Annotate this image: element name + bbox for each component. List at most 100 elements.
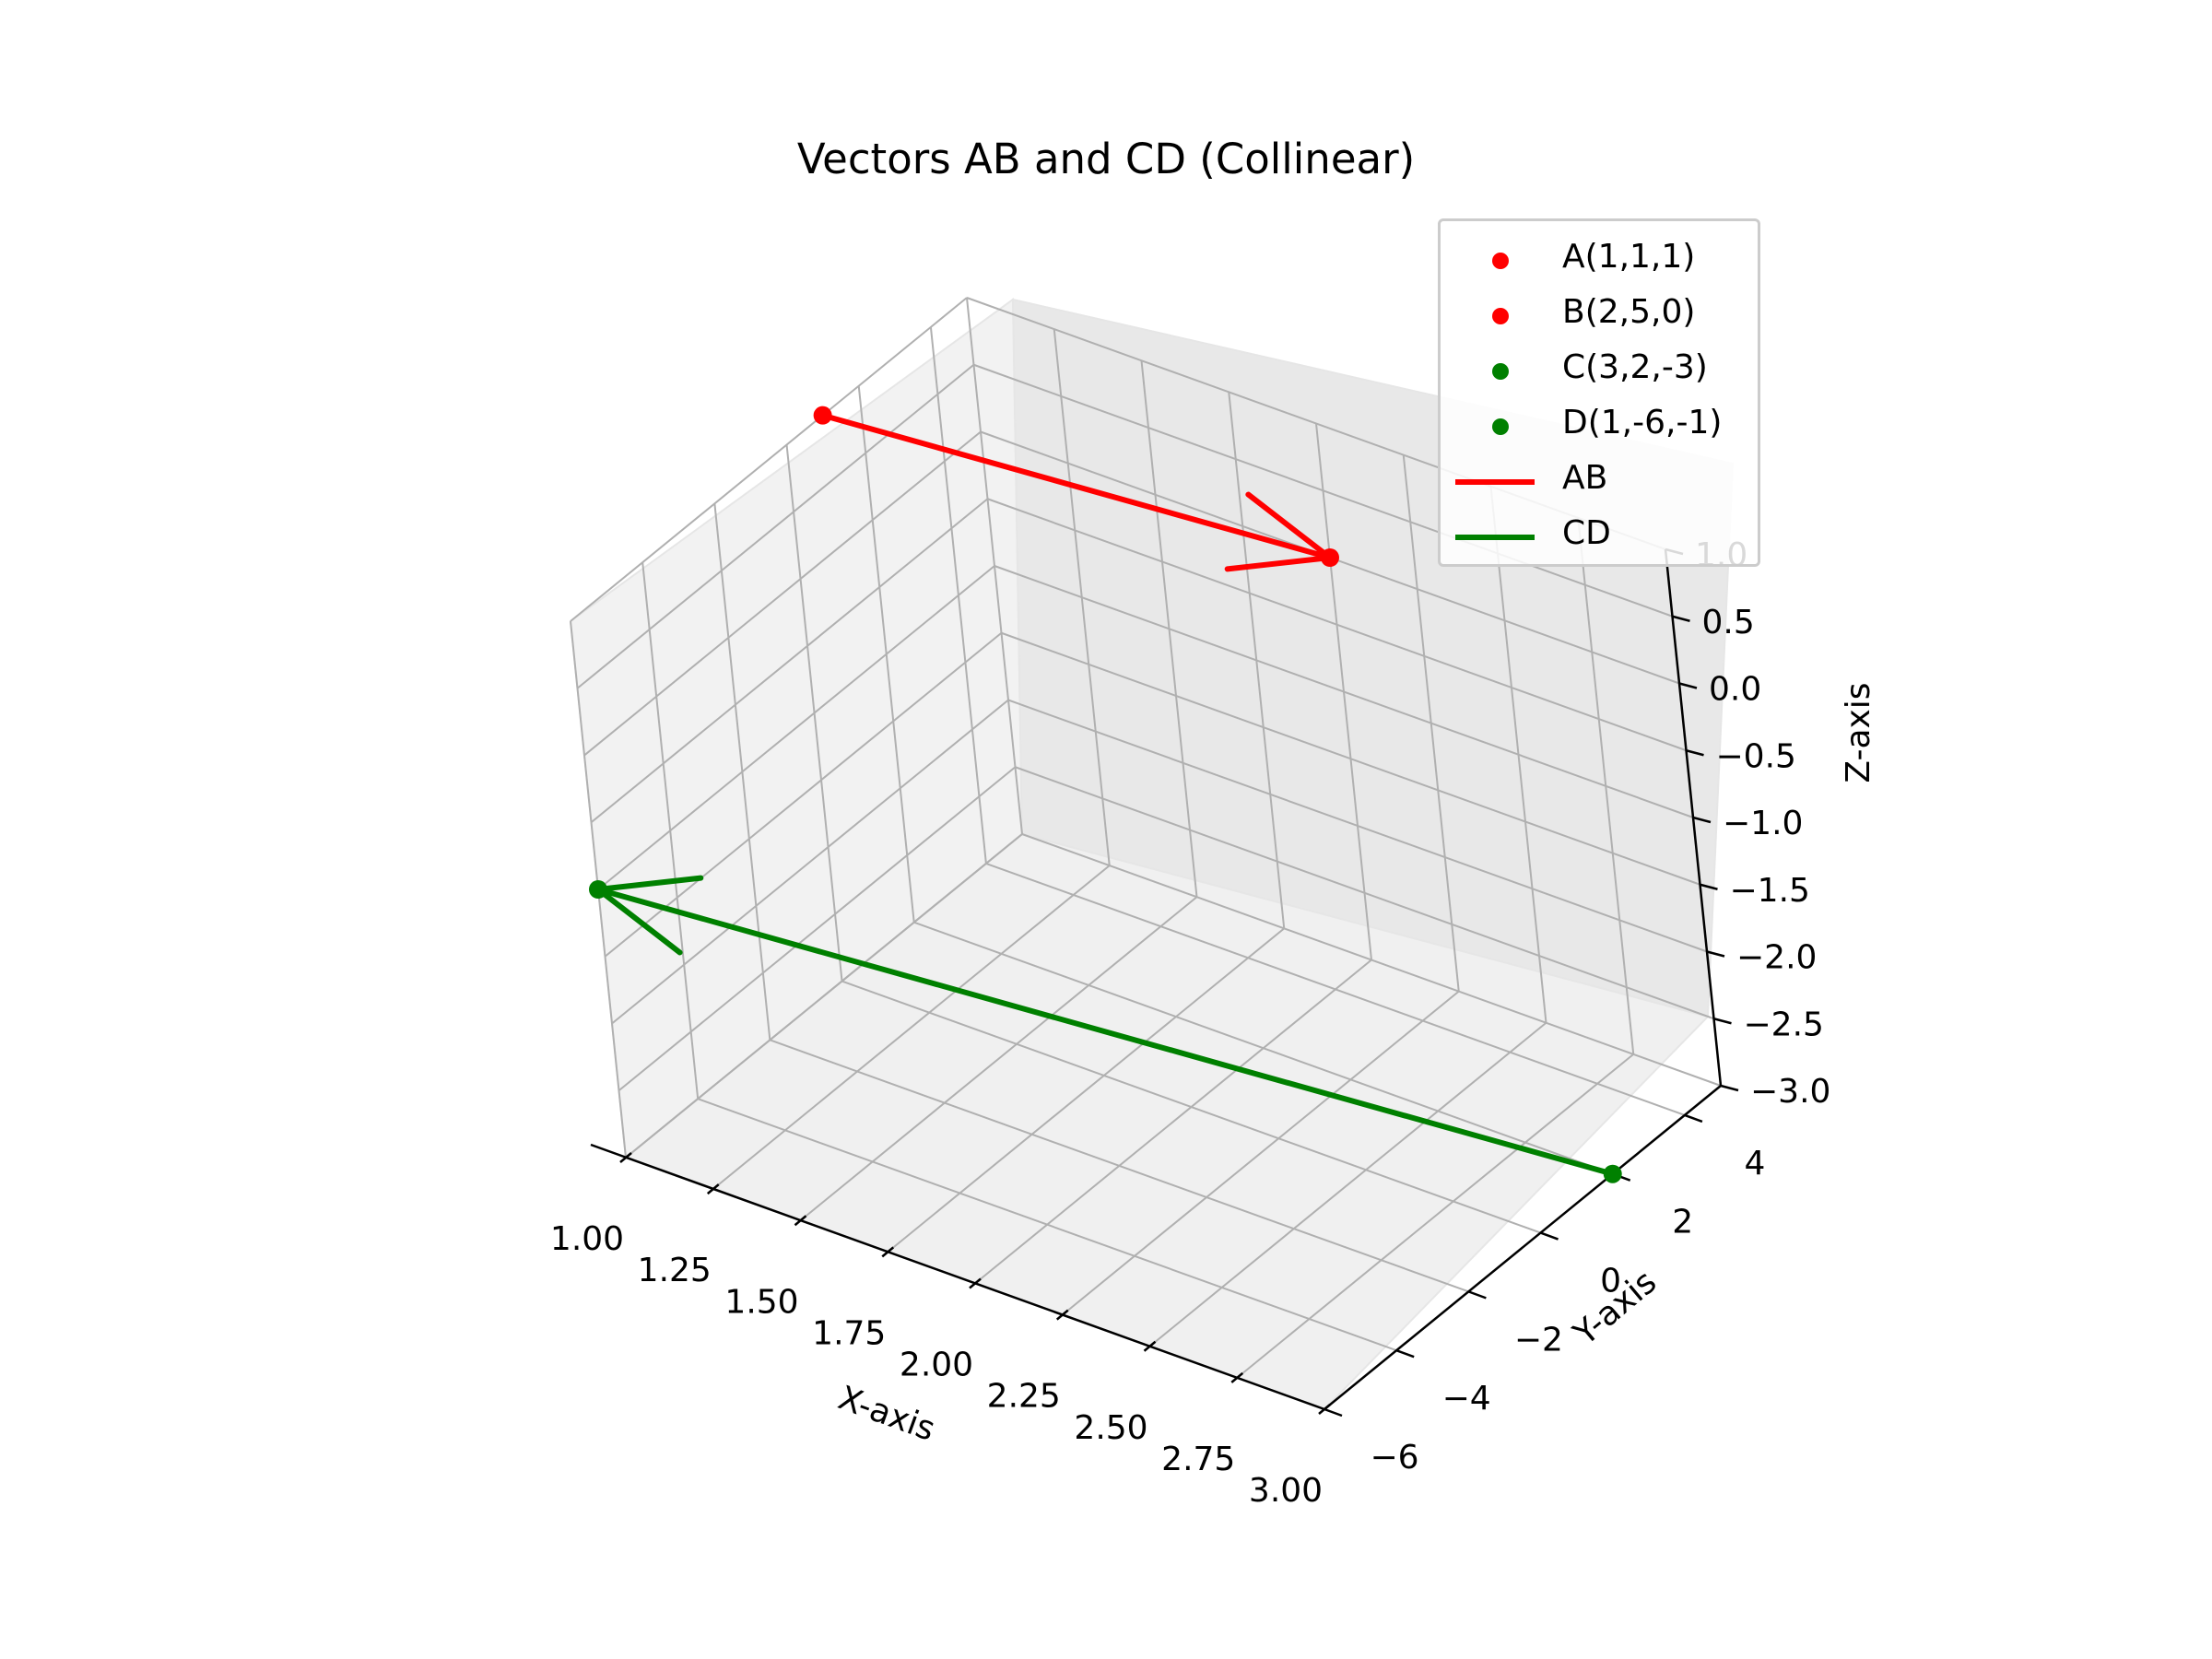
z-tick bbox=[1686, 749, 1704, 757]
y-tick bbox=[1467, 1290, 1487, 1300]
grid-line-x-floor bbox=[974, 959, 1372, 1285]
grid-line-x-floor bbox=[799, 896, 1198, 1222]
x-tick bbox=[619, 1152, 632, 1163]
x-tick bbox=[1143, 1340, 1157, 1352]
legend-item-vector-AB: AB bbox=[1441, 452, 1758, 507]
vector-AB bbox=[819, 412, 1333, 560]
grid-line-z-leftwall bbox=[570, 297, 968, 622]
grid-line-y-floor bbox=[913, 921, 1614, 1175]
z-tick-label: 0.0 bbox=[1709, 671, 1761, 709]
grid-lines bbox=[570, 297, 1722, 1410]
legend-marker bbox=[1492, 253, 1509, 269]
z-tick bbox=[1713, 1018, 1732, 1025]
arrowhead-CD bbox=[595, 887, 683, 956]
z-tick bbox=[1692, 816, 1712, 824]
legend-item-point-C: C(3,2,-3) bbox=[1441, 341, 1758, 396]
grid-line-x-floor bbox=[1148, 1021, 1547, 1347]
grid-line-z-leftwall bbox=[604, 631, 1003, 958]
z-tick-label: −2.5 bbox=[1744, 1006, 1824, 1043]
grid-line-x-floor bbox=[1236, 1053, 1634, 1379]
x-tick-label: 2.50 bbox=[1074, 1409, 1147, 1447]
grid-line-z-backwall bbox=[1007, 699, 1708, 953]
vector-CD bbox=[595, 887, 1616, 1177]
grid-line-x-floor bbox=[887, 927, 1285, 1253]
z-tick bbox=[1706, 950, 1725, 958]
z-tick bbox=[1700, 883, 1718, 890]
z-tick bbox=[1720, 1084, 1739, 1092]
legend-line-swatch bbox=[1455, 535, 1535, 540]
arrowhead-AB bbox=[1224, 555, 1333, 572]
legend-label: B(2,5,0) bbox=[1562, 293, 1696, 331]
grid-line-y-floor bbox=[697, 1098, 1397, 1352]
y-tick bbox=[1395, 1349, 1415, 1359]
grid-line-z-backwall bbox=[994, 565, 1694, 818]
grid-line-z-leftwall bbox=[611, 699, 1009, 1025]
legend-item-point-D: D(1,-6,-1) bbox=[1441, 396, 1758, 452]
y-tick-label: 2 bbox=[1672, 1204, 1693, 1241]
grid-line-z-backwall bbox=[973, 363, 1673, 618]
x-axis-label: X-axis bbox=[833, 1379, 939, 1448]
x-tick-label: 1.00 bbox=[550, 1220, 624, 1258]
point-C bbox=[1603, 1164, 1622, 1183]
x-tick bbox=[881, 1246, 895, 1258]
point-D bbox=[589, 880, 607, 899]
z-tick-label: −2.0 bbox=[1736, 939, 1817, 977]
z-axis-label: Z-axis bbox=[1840, 682, 1877, 782]
legend-marker bbox=[1492, 308, 1509, 324]
grid-line-z-leftwall bbox=[625, 833, 1023, 1159]
legend: A(1,1,1) B(2,5,0) C(3,2,-3) D(1,-6,-1) AB CD bbox=[1438, 218, 1760, 567]
z-tick-label: −1.5 bbox=[1730, 872, 1810, 910]
x-tick bbox=[794, 1215, 807, 1227]
grid-line-z-leftwall bbox=[590, 498, 989, 824]
legend-label: A(1,1,1) bbox=[1562, 238, 1696, 276]
arrowhead-CD bbox=[595, 875, 704, 892]
y-tick-label: −6 bbox=[1370, 1439, 1418, 1477]
x-tick-label: 3.00 bbox=[1249, 1472, 1323, 1510]
legend-line-swatch bbox=[1455, 479, 1535, 485]
x-tick bbox=[969, 1277, 982, 1289]
z-tick-label: −3.0 bbox=[1750, 1073, 1830, 1111]
data-layer bbox=[589, 406, 1622, 1183]
grid-line-z-backwall bbox=[1015, 766, 1714, 1020]
point-A bbox=[813, 406, 832, 425]
y-tick-label: 0 bbox=[1600, 1263, 1621, 1300]
x-tick bbox=[1055, 1309, 1069, 1321]
x-tick-label: 1.75 bbox=[812, 1314, 886, 1352]
arrowhead-AB bbox=[1245, 491, 1333, 560]
z-tick-label: −0.5 bbox=[1716, 737, 1796, 775]
chart-title: Vectors AB and CD (Collinear) bbox=[796, 135, 1416, 183]
legend-item-point-B: B(2,5,0) bbox=[1441, 286, 1758, 341]
legend-marker bbox=[1492, 418, 1509, 435]
x-tick-label: 2.25 bbox=[987, 1378, 1061, 1416]
grid-line-y-floor bbox=[770, 1039, 1469, 1293]
y-tick-label: −2 bbox=[1514, 1321, 1563, 1359]
grid-line-z-backwall bbox=[1021, 833, 1722, 1087]
grid-line-z-leftwall bbox=[576, 363, 975, 689]
legend-label: D(1,-6,-1) bbox=[1562, 404, 1723, 441]
y-tick-label: 4 bbox=[1744, 1145, 1765, 1182]
grid-line-x-floor bbox=[1062, 990, 1460, 1316]
z-tick bbox=[1678, 682, 1698, 689]
z-tick-label: −1.0 bbox=[1723, 805, 1803, 842]
x-tick bbox=[706, 1183, 720, 1195]
z-tick-label: 0.5 bbox=[1702, 604, 1755, 641]
grid-line-y-floor bbox=[841, 980, 1541, 1234]
grid-line-z-leftwall bbox=[618, 766, 1017, 1092]
z-tick bbox=[1672, 615, 1690, 622]
y-axis-line bbox=[1324, 1085, 1722, 1410]
x-tick bbox=[1230, 1371, 1244, 1383]
y-tick bbox=[1324, 1407, 1343, 1418]
grid-line-z-backwall bbox=[1001, 631, 1700, 886]
point-B bbox=[1321, 548, 1339, 567]
grid-line-x-floor bbox=[712, 865, 1111, 1190]
legend-item-point-A: A(1,1,1) bbox=[1441, 230, 1758, 286]
x-tick-label: 1.50 bbox=[724, 1283, 798, 1321]
grid-line-z-backwall bbox=[987, 498, 1687, 752]
y-tick bbox=[1540, 1231, 1559, 1241]
legend-label: AB bbox=[1562, 459, 1608, 497]
x-tick-label: 2.00 bbox=[900, 1347, 973, 1384]
y-tick bbox=[1684, 1113, 1703, 1124]
legend-label: C(3,2,-3) bbox=[1562, 348, 1708, 386]
